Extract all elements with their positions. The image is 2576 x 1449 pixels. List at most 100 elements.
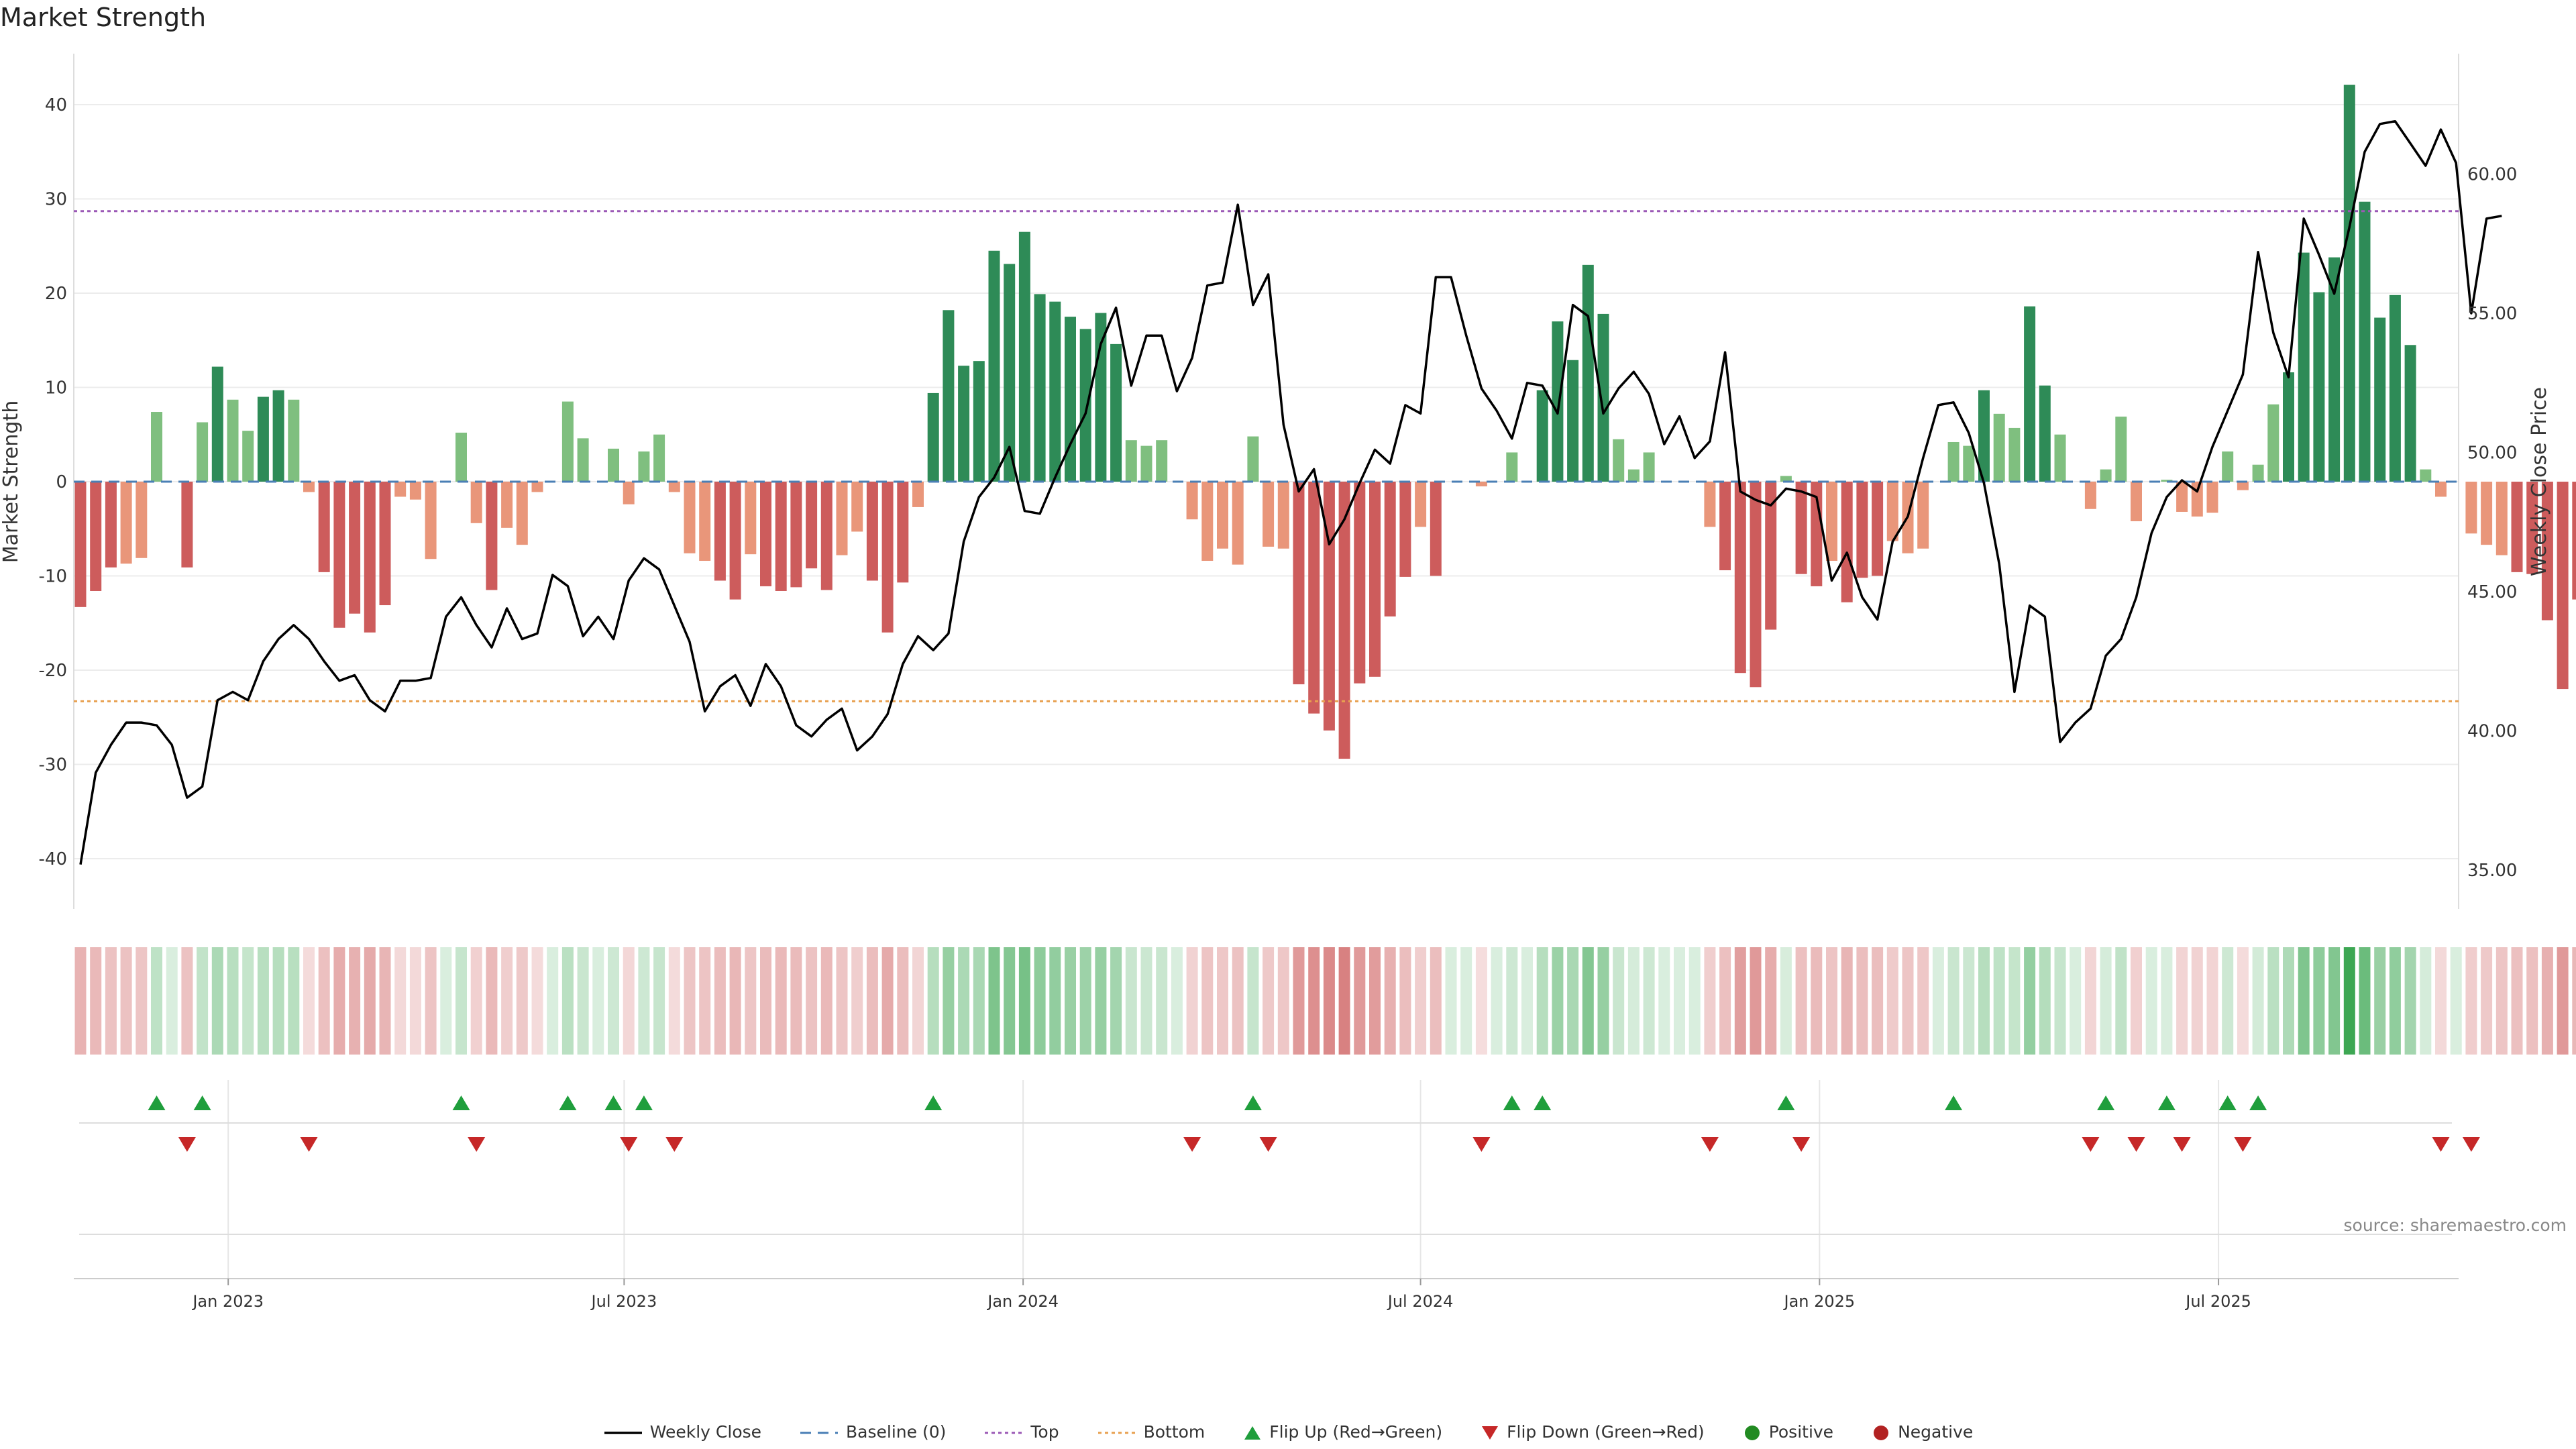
strength-bar (1704, 482, 1716, 527)
strength-bar (1263, 482, 1275, 547)
strength-bar (775, 482, 787, 591)
x-tick-label: Jan 2024 (986, 1292, 1059, 1311)
y-tick-label: 10 (45, 378, 67, 398)
flip-up-marker (1945, 1095, 1963, 1110)
heatmap-cell (2176, 947, 2188, 1055)
strength-bar (1232, 482, 1244, 565)
strength-bar (638, 451, 650, 482)
strength-bar (699, 482, 711, 561)
flip-down-marker (2462, 1137, 2480, 1152)
heatmap-cell (912, 947, 924, 1055)
heatmap-cell (1445, 947, 1457, 1055)
heatmap-cell (973, 947, 985, 1055)
strength-bar (790, 482, 802, 588)
strength-bar (2328, 257, 2341, 482)
strength-bar (1963, 445, 1975, 482)
y-axis-left: -40 -30 -20 -10 0 10 20 30 40 Market Strength (0, 95, 67, 869)
flip-up-marker (193, 1095, 211, 1110)
heatmap-cell (2054, 947, 2066, 1055)
strength-bar (973, 361, 985, 482)
strength-bar (2526, 482, 2538, 574)
strength-bar (1384, 482, 1396, 616)
strength-bar (318, 482, 330, 572)
heatmap-cell (136, 947, 148, 1055)
strength-bar (1399, 482, 1411, 577)
heatmap-cell (2541, 947, 2553, 1055)
flip-down-marker (1259, 1137, 1277, 1152)
heatmap-cell (1978, 947, 1990, 1055)
heatmap-cell (561, 947, 574, 1055)
heatmap-cell (486, 947, 498, 1055)
flip-down-marker (2432, 1137, 2450, 1152)
heatmap-cell (2420, 947, 2432, 1055)
flip-up-marker (452, 1095, 470, 1110)
legend-item-flip_up: Flip Up (Red→Green) (1242, 1422, 1442, 1442)
heatmap-cell (1886, 947, 1898, 1055)
strength-bar (409, 482, 421, 500)
legend-item-bottom: Bottom (1097, 1422, 1205, 1442)
strength-bar (1917, 482, 1929, 549)
y-tick-label: 40 (45, 95, 67, 115)
heatmap-cell (1369, 947, 1381, 1055)
heatmap-cell (2511, 947, 2523, 1055)
strength-bar (1034, 294, 1046, 482)
strength-bar (1613, 439, 1625, 482)
legend-item-baseline: Baseline (0) (799, 1422, 946, 1442)
heatmap-cell (1658, 947, 1670, 1055)
strength-bar (227, 399, 239, 482)
heatmap-cell (2008, 947, 2021, 1055)
strength-bar (364, 482, 376, 633)
strength-bar (2435, 482, 2447, 497)
heatmap-cell (2100, 947, 2112, 1055)
legend-item-line: Weekly Close (603, 1422, 761, 1442)
heatmap-cell (1643, 947, 1655, 1055)
strength-bar (1430, 482, 1442, 576)
strength-bar (714, 482, 726, 581)
strength-bar (1536, 390, 1548, 482)
heatmap-cell (379, 947, 391, 1055)
strength-bar (1140, 445, 1152, 482)
heatmap-cell (1521, 947, 1533, 1055)
strength-bar (1567, 360, 1579, 482)
y2-tick-label: 50.00 (2467, 443, 2517, 464)
flip-down-marker (300, 1137, 318, 1152)
strength-bar (1552, 321, 1564, 482)
strength-bar (2511, 482, 2523, 572)
grid-lines (74, 104, 2459, 1278)
heatmap-cell (638, 947, 650, 1055)
heatmap-cell (790, 947, 802, 1055)
strength-bar (958, 366, 970, 482)
heatmap-cell (2252, 947, 2264, 1055)
heatmap-cell (105, 947, 117, 1055)
strength-bar (2389, 294, 2401, 482)
heatmap-cell (181, 947, 193, 1055)
strength-bar (501, 482, 513, 528)
strength-bar (1065, 317, 1076, 482)
heatmap-cell (1247, 947, 1259, 1055)
heatmap-cell (1491, 947, 1503, 1055)
heatmap-cell (227, 947, 239, 1055)
heatmap-cell (1947, 947, 1960, 1055)
heatmap-cell (1277, 947, 1289, 1055)
heatmap-cell (242, 947, 254, 1055)
heatmap-cell (2206, 947, 2218, 1055)
flip-up-marker (2097, 1095, 2115, 1110)
heatmap-cell (1018, 947, 1030, 1055)
strength-bar (181, 482, 193, 568)
strength-bar (2161, 480, 2173, 482)
heatmap-cell (1354, 947, 1366, 1055)
strength-bar (1947, 441, 1960, 482)
strength-bar (1993, 413, 2005, 482)
heatmap-cell (2084, 947, 2096, 1055)
heatmap-cell (2313, 947, 2325, 1055)
strength-bar (2404, 345, 2416, 482)
heatmap-cell (1765, 947, 1777, 1055)
strength-bar (1110, 343, 1122, 482)
heatmap-cell (836, 947, 848, 1055)
source-note: source: sharemaestro.com (2343, 1216, 2567, 1235)
heatmap-cell (1186, 947, 1198, 1055)
strength-bar (1018, 231, 1030, 482)
heatmap-cell (988, 947, 1000, 1055)
x-tick-label: Jan 2023 (191, 1292, 264, 1311)
heatmap-cell (1430, 947, 1442, 1055)
